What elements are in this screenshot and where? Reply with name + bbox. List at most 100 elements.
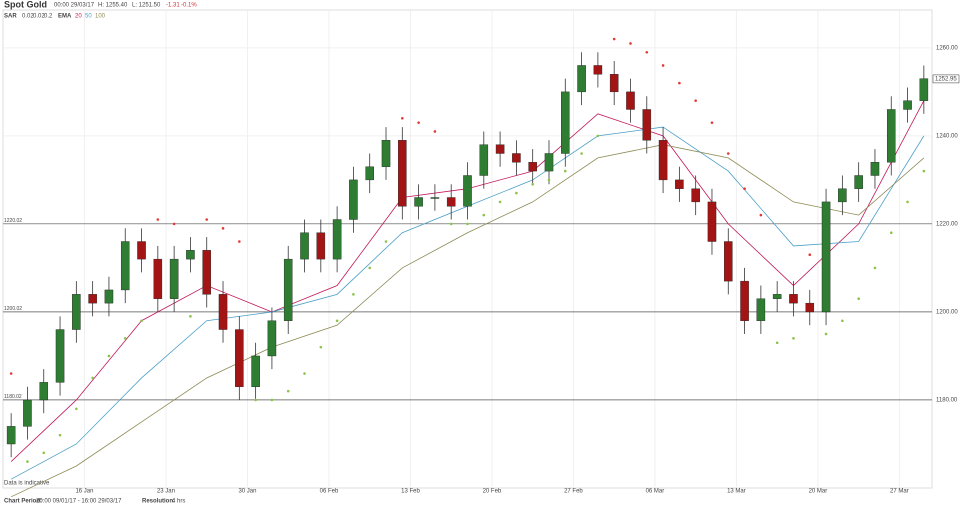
sar-dot: [694, 99, 697, 102]
candle-body: [365, 166, 374, 181]
x-tick-label: 27 Feb: [564, 489, 583, 495]
sar-dot: [678, 81, 681, 85]
sar-dot: [824, 332, 828, 336]
indicator-param: 20: [75, 14, 82, 20]
sar-dot: [449, 222, 453, 226]
candle-body: [316, 232, 326, 260]
candle-body: [479, 144, 489, 176]
y-tick-label: 1180.00: [936, 398, 958, 404]
footer-label: Chart Period:: [4, 499, 42, 505]
sar-dot: [547, 178, 551, 182]
candle-body: [283, 258, 293, 321]
candle-body: [593, 65, 603, 75]
y-tick-label: 1260.00: [936, 45, 958, 51]
sar-dot: [156, 218, 160, 221]
y-tick-label: 1240.00: [936, 133, 958, 139]
candle-body: [446, 197, 456, 207]
candle-body: [414, 197, 423, 207]
candle-body: [609, 74, 619, 93]
candle-body: [300, 232, 309, 260]
y-tick-label: 1220.00: [936, 221, 958, 227]
sar-dot: [26, 460, 29, 463]
sar-dot: [563, 169, 567, 173]
quote-change: -1.31: [166, 3, 180, 9]
indicator-param: 50: [85, 14, 92, 20]
sar-dot: [238, 240, 241, 243]
indicator-param: 0.2: [44, 14, 53, 20]
sar-dot: [91, 376, 94, 380]
candle-body: [805, 302, 815, 313]
sar-dot: [303, 372, 306, 375]
candle-body: [169, 258, 179, 299]
candle-body: [658, 140, 668, 181]
candle-body: [398, 140, 407, 207]
candle-body: [153, 258, 163, 299]
quote-change-pct: -0.1%: [181, 3, 197, 9]
x-tick-label: 27 Mar: [890, 489, 909, 495]
candle-body: [577, 65, 586, 93]
footer-resolution: 4 hrs: [172, 499, 185, 505]
footer-period: 20:00 09/01/17 - 16:00 29/03/17: [36, 499, 122, 505]
sar-dot: [857, 297, 860, 301]
candle-body: [267, 320, 277, 357]
sar-dot: [107, 354, 111, 358]
x-tick-label: 20 Feb: [483, 489, 502, 495]
candle-body: [561, 91, 570, 154]
candle-body: [838, 188, 847, 203]
quote-high: H: 1255.40: [98, 3, 128, 9]
candle-body: [23, 399, 32, 427]
sar-dot: [792, 337, 795, 340]
sar-dot: [189, 315, 192, 318]
sar-dot: [335, 319, 339, 323]
x-tick-label: 30 Jan: [238, 489, 256, 495]
candle-body: [691, 188, 700, 203]
indicator-name: SAR: [4, 14, 17, 20]
chart-title: Spot Gold: [4, 0, 47, 9]
candle-body: [463, 175, 472, 207]
candle-body: [723, 241, 733, 282]
sar-dot: [482, 213, 486, 217]
sar-dot: [205, 218, 209, 221]
candle-body: [39, 382, 49, 401]
candle-body: [528, 162, 537, 172]
candle-body: [642, 109, 652, 141]
sar-dot: [254, 398, 257, 402]
sar-dot: [58, 433, 62, 437]
candle-body: [707, 201, 717, 242]
sar-dot: [710, 121, 714, 124]
candle-body: [6, 426, 16, 445]
x-tick-label: 20 Mar: [809, 489, 828, 495]
candle-body: [120, 241, 130, 291]
candle-body: [381, 140, 391, 167]
candle-body: [772, 294, 782, 299]
sar-dot: [759, 213, 763, 217]
sar-dot: [596, 134, 600, 138]
sar-dot: [515, 191, 518, 195]
footer-label: Resolution:: [142, 499, 175, 505]
candle-body: [903, 100, 912, 110]
sar-dot: [531, 182, 534, 186]
candle-body: [55, 329, 65, 383]
sar-dot: [286, 389, 290, 393]
candle-body: [870, 162, 880, 176]
candle-body: [251, 355, 260, 387]
ema-line: [10, 144, 925, 498]
sar-dot: [922, 169, 926, 173]
indicator-param: 0.02: [22, 14, 34, 20]
sar-dot: [9, 372, 13, 375]
candle-body: [349, 179, 358, 220]
indicator-param: 100: [95, 14, 106, 20]
candle-body: [789, 294, 798, 304]
sar-dot: [384, 240, 388, 243]
candle-body: [854, 175, 863, 189]
x-tick-label: 06 Feb: [320, 489, 339, 495]
quote-low: L: 1251.50: [132, 3, 161, 9]
candle-body: [544, 153, 554, 172]
y-tick-label: 1200.00: [936, 310, 958, 316]
sar-dot: [743, 187, 746, 190]
candle-body: [740, 280, 749, 321]
sar-dot: [401, 116, 404, 120]
sar-dot: [42, 451, 46, 455]
sar-dot: [889, 231, 893, 235]
sar-dot: [873, 266, 877, 270]
